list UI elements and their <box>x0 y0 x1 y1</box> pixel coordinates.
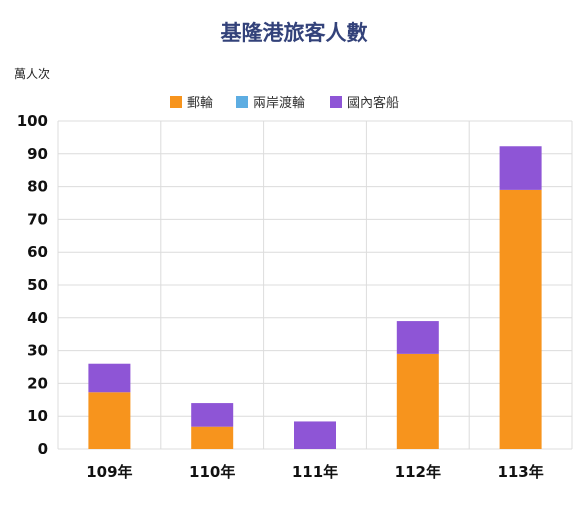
legend-label-1: 兩岸渡輪 <box>253 95 305 111</box>
y-tick-label: 70 <box>27 210 48 228</box>
y-tick-label: 90 <box>27 145 48 163</box>
bar-segment-0-0 <box>88 392 131 449</box>
y-tick-label: 10 <box>27 407 48 425</box>
y-tick-label: 80 <box>27 178 48 196</box>
y-tick-label: 0 <box>38 440 48 458</box>
legend-swatch-2 <box>330 96 342 108</box>
x-tick-label: 113年 <box>497 463 543 481</box>
bar-segment-0-3 <box>396 353 439 449</box>
bar-segment-2-4 <box>499 146 542 190</box>
y-tick-label: 40 <box>27 309 48 327</box>
legend: 郵輪 兩岸渡輪 國內客船 <box>170 95 399 111</box>
x-tick-label: 111年 <box>292 463 338 481</box>
chart-title: 基隆港旅客人數 <box>221 21 368 45</box>
y-tick-label: 20 <box>27 374 48 392</box>
y-tick-label: 60 <box>27 243 48 261</box>
x-axis-ticks: 109年 110年 111年 112年 113年 <box>86 463 544 481</box>
bar-segment-2-3 <box>396 321 439 354</box>
grid-lines <box>57 120 573 450</box>
legend-label-0: 郵輪 <box>187 95 213 111</box>
legend-swatch-0 <box>170 96 182 108</box>
x-tick-label: 109年 <box>86 463 132 481</box>
bar-segment-2-0 <box>88 363 131 393</box>
legend-swatch-1 <box>236 96 248 108</box>
x-tick-label: 112年 <box>395 463 441 481</box>
bar-segment-2-2 <box>294 421 336 449</box>
bar-segment-0-1 <box>191 426 234 449</box>
x-tick-label: 110年 <box>189 463 235 481</box>
bars <box>88 146 542 449</box>
y-tick-label: 100 <box>17 112 48 130</box>
y-tick-label: 50 <box>27 276 48 294</box>
y-tick-label: 30 <box>27 342 48 360</box>
bar-segment-0-4 <box>499 189 542 449</box>
y-axis-ticks: 0 10 20 30 40 50 60 70 80 90 100 <box>17 112 48 458</box>
bar-segment-2-1 <box>191 403 234 427</box>
legend-label-2: 國內客船 <box>347 95 399 111</box>
y-axis-unit-label: 萬人次 <box>14 67 50 81</box>
